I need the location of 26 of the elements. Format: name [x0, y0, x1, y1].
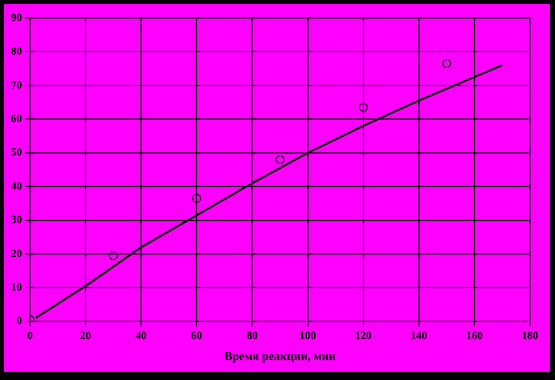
x-tick-label: 80 [246, 330, 258, 342]
y-tick-label: 60 [11, 112, 22, 125]
y-tick-label: 40 [11, 180, 22, 192]
x-axis-title: Время реакции, мин [224, 348, 336, 363]
x-tick-label: 160 [466, 330, 484, 342]
y-tick-label: 10 [11, 282, 22, 294]
x-tick-label: 20 [80, 330, 92, 342]
point [358, 102, 368, 112]
y-tick-label: 70 [11, 79, 22, 92]
x-tick-label: 100 [300, 330, 317, 342]
y-tick-label: 80 [11, 46, 22, 58]
y-tick-label: 50 [11, 146, 22, 159]
x-tick-label: 40 [136, 330, 148, 342]
y-tick-label: 30 [11, 214, 22, 226]
x-tick-label: 0 [27, 330, 34, 342]
point [192, 194, 202, 203]
point [276, 155, 284, 164]
y-tick-label: 90 [11, 12, 22, 24]
y-tick-label: 0 [16, 315, 22, 328]
x-tick-label: 140 [410, 330, 428, 342]
x-tick-label: 60 [191, 330, 203, 342]
x-tick-label: 120 [355, 330, 372, 342]
y-tick-label: 20 [11, 248, 22, 260]
point [442, 59, 452, 68]
x-tick-label: 180 [522, 330, 539, 342]
point [108, 251, 118, 260]
